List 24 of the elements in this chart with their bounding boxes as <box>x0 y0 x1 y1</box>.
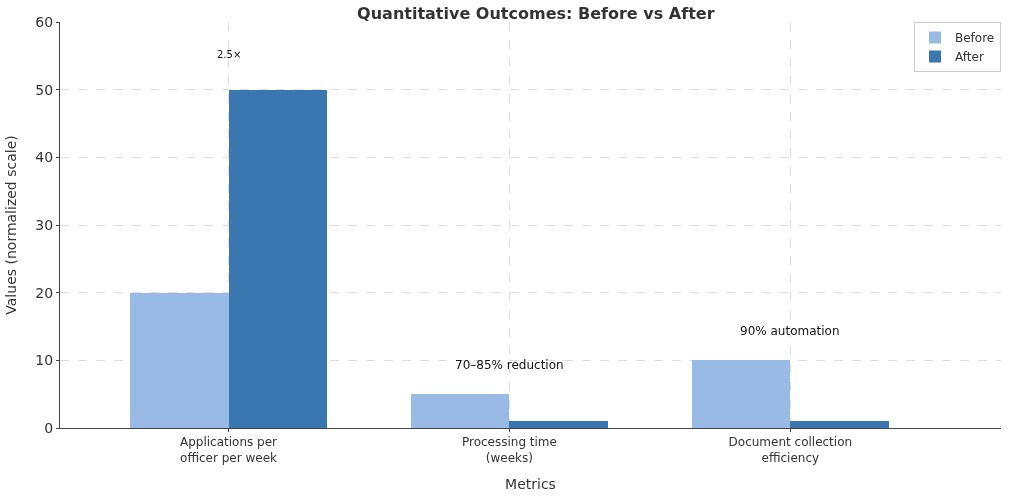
bar <box>790 421 889 428</box>
y-tick-label: 30 <box>35 216 54 233</box>
annotation: 2.5× <box>217 49 242 60</box>
bar <box>509 421 608 428</box>
bar <box>692 360 790 428</box>
x-axis-title: Metrics <box>505 476 556 493</box>
annotation: 70–85% reduction <box>455 358 564 372</box>
y-tick-label: 20 <box>35 284 54 301</box>
x-tick-label: Document collection efficiency <box>728 435 853 465</box>
y-tick-label: 50 <box>35 81 54 98</box>
x-tick-label: Processing time (weeks) <box>461 435 557 465</box>
annotation: 90% automation <box>740 324 840 338</box>
legend-label: After <box>955 50 984 65</box>
y-tick-label: 40 <box>35 149 54 166</box>
y-tick-label: 0 <box>44 419 54 436</box>
legend-label: Before <box>955 31 995 46</box>
chart-title: Quantitative Outcomes: Before vs After <box>357 3 715 23</box>
y-axis-title: Values (normalized scale) <box>2 135 19 315</box>
bar <box>411 394 509 428</box>
y-tick-label: 60 <box>35 13 54 30</box>
bar <box>229 90 327 428</box>
bar <box>130 293 229 428</box>
x-tick-label: Applications per officer per week <box>180 435 278 465</box>
y-tick-label: 10 <box>35 352 54 369</box>
